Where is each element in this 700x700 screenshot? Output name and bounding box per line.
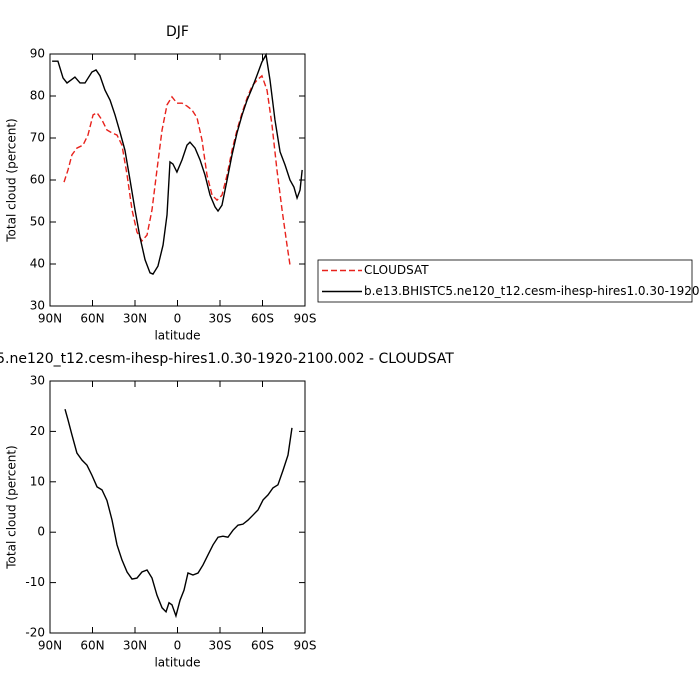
legend-label: CLOUDSAT	[364, 263, 429, 277]
y-tick-label: -10	[25, 575, 45, 589]
y-tick-label: 20	[30, 424, 45, 438]
y-tick-label: 30	[30, 299, 45, 313]
chart-title: DJF	[166, 24, 189, 40]
legend-label: b.e13.BHISTC5.ne120_t12.cesm-ihesp-hires…	[364, 284, 700, 298]
x-tick-label: 30S	[209, 639, 232, 653]
data-line	[52, 52, 303, 275]
x-tick-label: 30N	[123, 312, 147, 326]
y-axis-label: Total cloud (percent)	[5, 118, 19, 242]
plot-frame	[49, 53, 306, 307]
y-tick-label: 90	[30, 47, 45, 61]
x-axis-label: latitude	[154, 329, 200, 343]
x-tick-label: 0	[174, 639, 182, 653]
y-tick-label: -20	[25, 626, 45, 640]
y-tick-label: 30	[30, 374, 45, 388]
x-tick-label: 90S	[294, 312, 317, 326]
plot-frame	[49, 380, 306, 634]
x-tick-label: 90N	[38, 312, 62, 326]
x-tick-label: 60N	[80, 312, 104, 326]
y-tick-label: 70	[30, 131, 45, 145]
x-axis-label: latitude	[154, 656, 200, 670]
y-tick-label: 80	[30, 89, 45, 103]
y-tick-label: 40	[30, 257, 45, 271]
x-tick-label: 90S	[294, 639, 317, 653]
x-tick-label: 60S	[251, 312, 274, 326]
x-tick-label: 30N	[123, 639, 147, 653]
y-tick-label: 50	[30, 215, 45, 229]
chart-title: b.e13.BHISTC5.ne120_t12.cesm-ihesp-hires…	[0, 351, 454, 367]
legend-box	[317, 259, 693, 303]
y-tick-label: 0	[37, 525, 45, 539]
x-tick-label: 0	[174, 312, 182, 326]
x-tick-label: 60S	[251, 639, 274, 653]
x-tick-label: 90N	[38, 639, 62, 653]
data-line	[64, 409, 293, 619]
y-tick-label: 60	[30, 173, 45, 187]
x-tick-label: 30S	[209, 312, 232, 326]
y-tick-label: 10	[30, 474, 45, 488]
y-axis-label: Total cloud (percent)	[5, 445, 19, 569]
x-tick-label: 60N	[80, 639, 104, 653]
